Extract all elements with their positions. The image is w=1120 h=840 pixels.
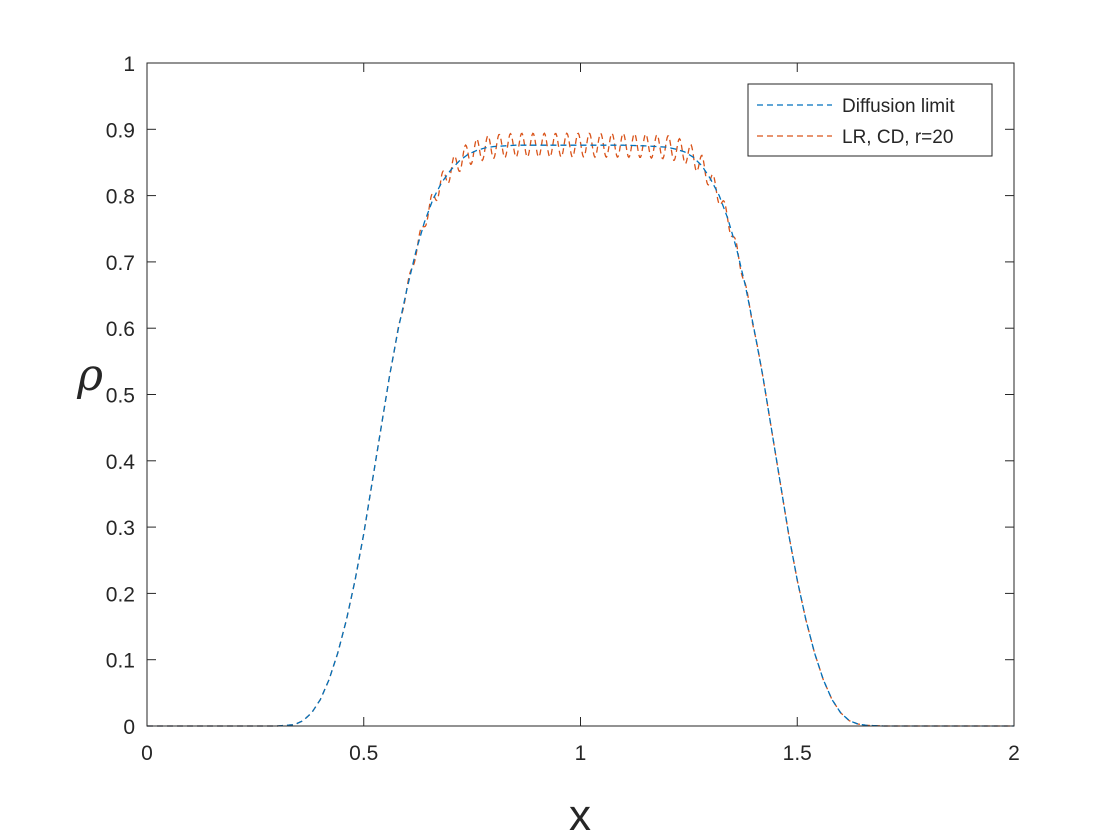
legend-label-diffusion-limit: Diffusion limit <box>842 96 955 117</box>
x-axis: 0 0.5 1 1.5 2 <box>141 63 1020 765</box>
y-tick-label: 0.7 <box>106 252 135 275</box>
series-line-diffusion-limit <box>147 144 1014 727</box>
y-tick-label: 0.1 <box>106 650 135 673</box>
x-axis-title: x <box>569 791 591 840</box>
x-tick-label: 0.5 <box>349 742 378 765</box>
y-tick-label: 0.4 <box>106 451 136 474</box>
x-tick-label: 1.5 <box>783 742 812 765</box>
legend: Diffusion limit LR, CD, r=20 <box>747 83 993 157</box>
y-tick-label: 0.8 <box>106 186 135 209</box>
plot-area <box>147 63 1014 726</box>
x-tick-label: 0 <box>141 742 153 765</box>
y-tick-label: 0.2 <box>106 583 135 606</box>
legend-label-lr-cd: LR, CD, r=20 <box>842 127 953 148</box>
y-axis-title: ρ <box>76 350 103 401</box>
y-tick-label: 0.9 <box>106 119 135 142</box>
x-tick-label: 1 <box>575 742 587 765</box>
series-layer <box>147 132 1014 727</box>
legend-box <box>747 83 993 157</box>
y-tick-label: 0 <box>123 716 135 739</box>
y-tick-label: 1 <box>123 53 135 76</box>
x-tick-label: 2 <box>1008 742 1020 765</box>
y-tick-label: 0.5 <box>106 385 135 408</box>
y-tick-label: 0.3 <box>106 517 135 540</box>
y-tick-label: 0.6 <box>106 318 135 341</box>
y-axis: 0 0.1 0.2 0.3 0.4 0.5 0.6 0.7 0.8 0.9 1 <box>106 53 1014 739</box>
